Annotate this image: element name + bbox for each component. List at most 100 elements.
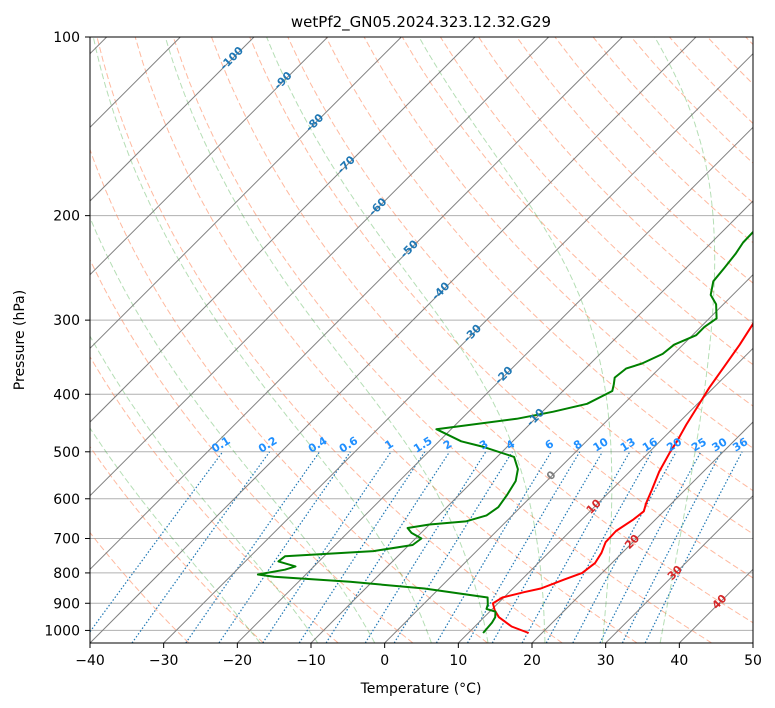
isotherm-line <box>90 37 623 571</box>
y-tick-label: 700 <box>53 532 80 548</box>
y-tick-label: 400 <box>53 387 80 403</box>
moist-adiabat-line <box>164 37 489 643</box>
isotherm-label: -60 <box>366 195 389 218</box>
mixing-ratio-label: 4 <box>504 437 518 452</box>
mixing-ratio-line <box>599 451 702 643</box>
mixing-ratio-line <box>545 451 653 643</box>
moist-adiabat-line <box>266 37 546 643</box>
dry-adiabat-line <box>96 37 563 643</box>
isotherm-line <box>678 568 753 643</box>
isotherm-label: -40 <box>429 279 452 302</box>
y-tick-label: 1000 <box>44 623 80 639</box>
isotherm-label: 0 <box>544 468 559 483</box>
dry-adiabat-line <box>90 445 264 643</box>
isotherms <box>90 37 753 643</box>
mixing-ratio-line <box>90 451 224 633</box>
isotherm-label: 30 <box>665 563 685 583</box>
isotherm-line <box>90 37 402 350</box>
mixing-ratio-label: 0.2 <box>256 434 279 455</box>
mixing-ratio-line <box>521 451 631 643</box>
isotherm-label: -50 <box>398 237 421 260</box>
isotherm-line <box>457 347 753 643</box>
isotherm-line <box>90 37 550 497</box>
dry-adiabat-line <box>707 37 753 85</box>
mixing-ratio-line <box>262 451 392 643</box>
y-tick-label: 100 <box>53 30 80 46</box>
isotherm-label: -70 <box>335 153 358 176</box>
mixing-ratio-line <box>644 451 743 643</box>
profiles <box>256 230 753 634</box>
moist-adiabat-line <box>92 37 432 643</box>
mixing-ratio-line <box>435 451 552 643</box>
dry-adiabat-line <box>134 37 638 643</box>
moist-adiabat-line <box>90 216 376 643</box>
dry-adiabat-line <box>90 531 190 643</box>
x-axis-ticks: −40 −30 −20 −10 0 10 20 30 40 50 <box>75 643 762 669</box>
isotherm-line <box>90 37 697 643</box>
isotherm-line <box>310 200 753 643</box>
mixing-ratio-line <box>298 451 426 643</box>
dry-adiabat-line <box>90 355 339 643</box>
mixing-ratio-label: 3 <box>477 437 490 452</box>
isotherm-line <box>236 126 753 643</box>
moist-adiabat-line <box>90 427 261 643</box>
x-tick-label: −30 <box>149 653 179 669</box>
y-tick-label: 600 <box>53 492 80 508</box>
profile-line-1 <box>256 230 753 634</box>
isotherm-label: -30 <box>461 321 484 344</box>
special-adiabat-line <box>0 37 1 643</box>
mixing-ratio-label: 2 <box>441 437 454 452</box>
y-tick-label: 300 <box>53 313 80 329</box>
isotherm-line <box>90 37 255 202</box>
dry-adiabat-line <box>249 37 753 579</box>
isotherm-line <box>163 52 753 643</box>
x-tick-label: −20 <box>223 653 253 669</box>
mixing-ratio-line <box>185 451 321 643</box>
y-tick-label: 800 <box>53 566 80 582</box>
x-tick-label: 20 <box>523 653 541 669</box>
x-tick-label: 30 <box>597 653 615 669</box>
isotherm-label: -20 <box>492 364 515 387</box>
dry-adiabat-line <box>745 37 753 46</box>
mixing-ratio-line <box>621 451 722 643</box>
isotherm-label: -80 <box>303 111 326 134</box>
y-tick-label: 900 <box>53 596 80 612</box>
mixing-ratio-line <box>364 451 487 643</box>
isotherm-label: -100 <box>217 44 246 73</box>
isotherm-line <box>531 421 753 643</box>
isotherm-line <box>90 37 476 423</box>
isotherm-line <box>752 642 753 643</box>
isotherm-label: 20 <box>622 532 642 552</box>
y-tick-label: 500 <box>53 445 80 461</box>
mixing-ratio-label: 6 <box>543 437 557 452</box>
mixing-ratio-line <box>131 451 271 643</box>
mixing-ratio-line <box>572 451 677 643</box>
plot-frame <box>89 36 754 644</box>
dry-adiabat-line <box>478 37 753 325</box>
y-tick-label: 200 <box>53 209 80 225</box>
x-tick-label: 0 <box>380 653 389 669</box>
mixing-ratio-lines <box>90 451 743 643</box>
x-tick-label: 40 <box>670 653 688 669</box>
mixing-ratio-line <box>393 451 513 643</box>
dry-adiabat-line <box>401 37 753 407</box>
x-tick-label: −40 <box>75 653 105 669</box>
moist-adiabat-line <box>90 335 319 643</box>
dry-adiabat-line <box>211 37 753 624</box>
moist-adiabat-line <box>418 37 613 643</box>
mixing-ratio-line <box>218 451 351 643</box>
isotherm-line <box>605 494 753 643</box>
dry-adiabat-line <box>516 37 753 284</box>
dry-adiabat-line <box>439 37 753 366</box>
dry-adiabats <box>90 37 753 643</box>
isotherm-label: 40 <box>709 592 729 612</box>
chart-title: wetPf2_GN05.2024.323.12.32.G29 <box>291 13 551 32</box>
profile-line-0 <box>491 322 753 634</box>
mixing-ratio-line <box>325 451 451 643</box>
y-axis-ticks: 100 200 300 400 500 600 700 800 900 1000 <box>44 30 90 639</box>
x-axis-label: Temperature (°C) <box>360 681 482 697</box>
x-tick-label: 10 <box>449 653 467 669</box>
isotherm-label: 10 <box>584 496 604 516</box>
